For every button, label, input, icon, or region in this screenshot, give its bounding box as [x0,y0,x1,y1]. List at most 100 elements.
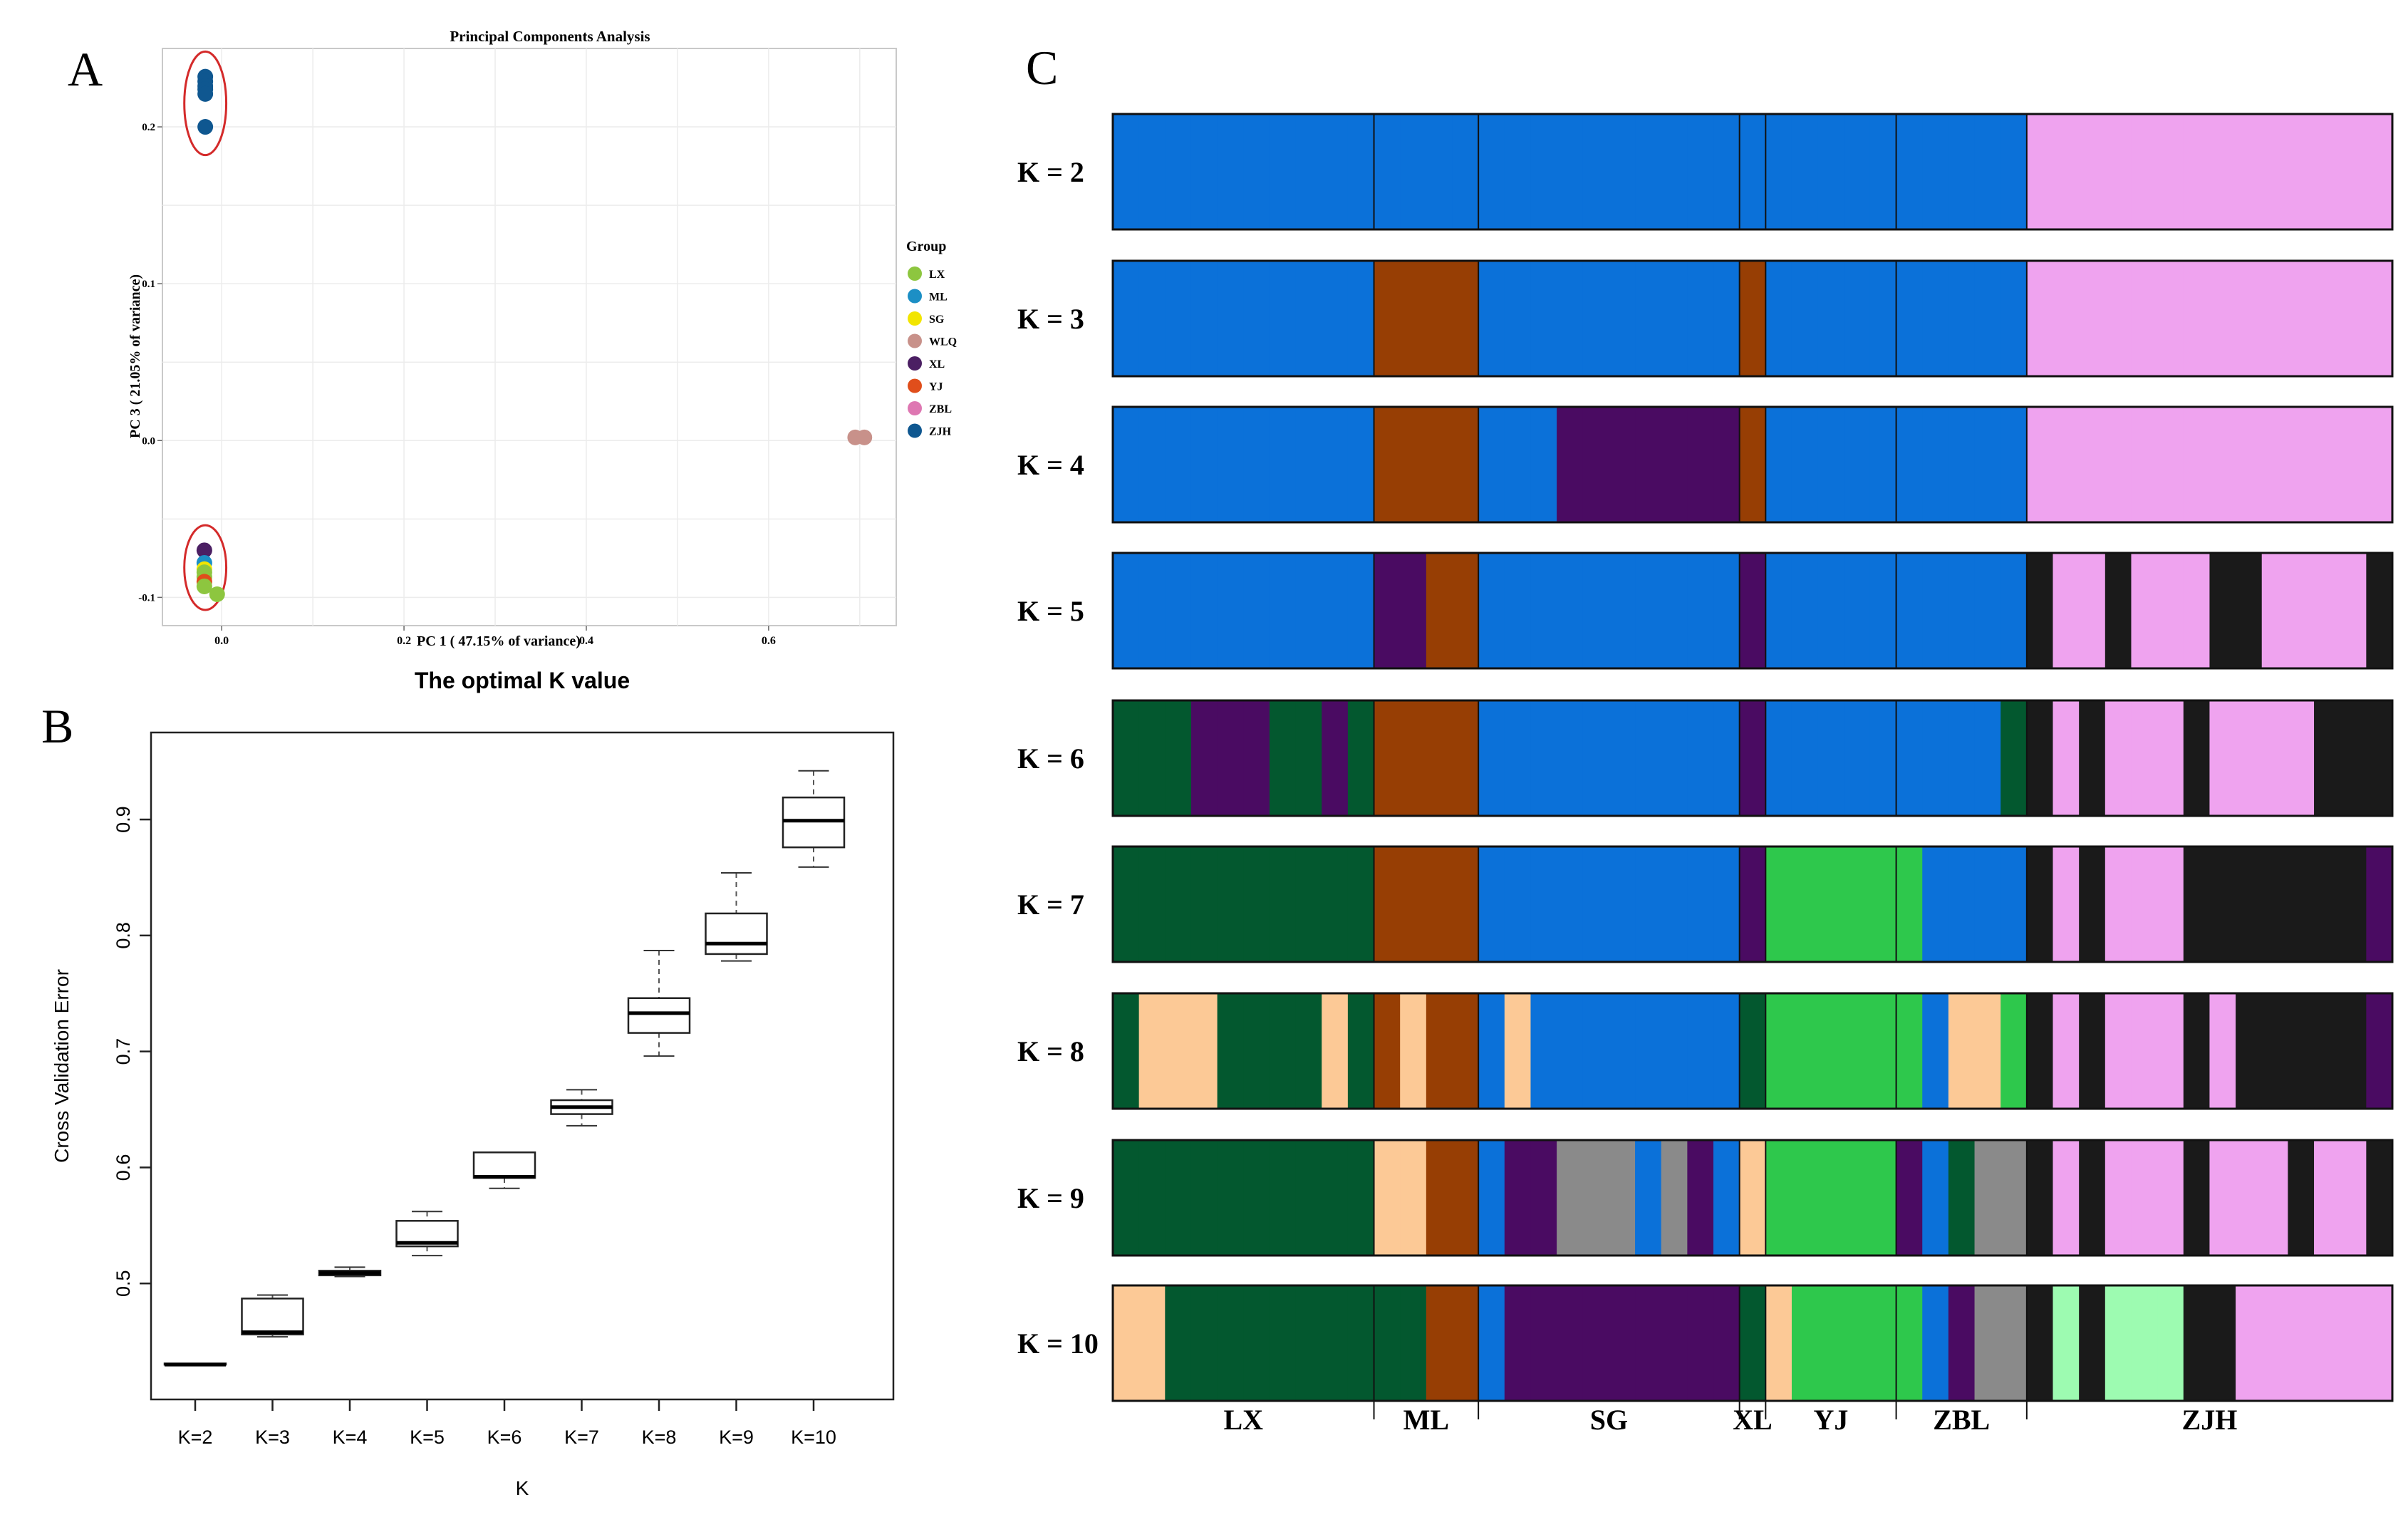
cv-box [627,997,691,1034]
structure-individual-bar [1948,407,1976,522]
structure-individual-bar [1817,553,1845,668]
structure-individual-bar [2000,407,2028,522]
structure-individual-bar [1400,114,1427,229]
structure-individual-bar [2340,114,2367,229]
structure-individual-bar [1295,407,1323,522]
cv-x-tick-label: K=5 [410,1427,445,1448]
structure-individual-bar [1635,700,1662,816]
structure-individual-bar [1400,553,1427,668]
structure-individual-bar [1922,407,1949,522]
structure-individual-bar [1113,553,1140,668]
structure-individual-bar [1635,114,1662,229]
structure-individual-bar [2131,114,2158,229]
structure-individual-bar [1530,114,1557,229]
structure-individual-bar [1609,847,1636,962]
structure-row-frame [1111,405,2394,524]
structure-individual-bar [1138,407,1166,522]
structure-row: K = 10 [1017,1284,2394,1402]
structure-individual-bar [1635,1140,1662,1256]
structure-individual-bar [1661,1285,1688,1401]
pca-legend: LX ML SG WLQ XL YJ ZBL ZJH [908,266,957,438]
structure-individual-bar [2209,700,2236,816]
structure-row-frame [1111,1139,2394,1257]
structure-individual-bar [1452,553,1479,668]
structure-individual-bar [2236,993,2263,1109]
structure-individual-bar [1190,847,1218,962]
structure-population-label-lx: LX [1223,1404,1263,1436]
pca-legend-label-yj: YJ [929,381,943,393]
structure-individual-bar [2366,1140,2393,1256]
structure-individual-bar [1347,700,1375,816]
structure-individual-bar [2000,261,2028,376]
structure-individual-bar [2026,1140,2054,1256]
structure-individual-bar [1844,700,1871,816]
structure-individual-bar [1687,1140,1714,1256]
structure-individual-bar [1426,993,1453,1109]
structure-individual-bar [2314,1285,2341,1401]
pca-point-lx [196,578,212,594]
structure-individual-bar [1269,1285,1297,1401]
structure-individual-bar [2026,847,2054,962]
structure-individual-bar [1269,847,1297,962]
structure-individual-bar [1844,114,1871,229]
structure-individual-bar [2209,1285,2236,1401]
structure-individual-bar [2314,114,2341,229]
structure-individual-bar [2052,114,2080,229]
structure-individual-bar [1791,407,1819,522]
cv-x-tick-label: K=4 [333,1427,368,1448]
structure-individual-bar [1478,1285,1505,1401]
structure-individual-bar [2026,553,2054,668]
panel-label-b: B [41,699,73,753]
structure-individual-bar [1974,993,2002,1109]
pca-legend-swatch-xl [908,356,922,371]
structure-individual-bar [1609,1140,1636,1256]
structure-individual-bar [1165,847,1192,962]
structure-individual-bar [2366,114,2393,229]
pca-legend-swatch-wlq [908,333,922,348]
structure-individual-bar [2026,1285,2054,1401]
structure-individual-bar [1687,407,1714,522]
structure-individual-bar [1974,114,2002,229]
structure-individual-bar [1582,407,1610,522]
structure-individual-bar [1478,261,1505,376]
structure-individual-bar [1452,114,1479,229]
structure-individual-bar [1974,407,2002,522]
structure-individual-bar [2079,553,2106,668]
structure-individual-bar [1844,993,1871,1109]
structure-individual-bar [1557,407,1584,522]
structure-individual-bar [2157,1140,2184,1256]
structure-individual-bar [1217,847,1245,962]
cv-x-tick-label: K=8 [642,1427,677,1448]
structure-individual-bar [1452,700,1479,816]
structure-population-label-ml: ML [1403,1404,1449,1436]
structure-individual-bar [1243,1140,1270,1256]
structure-individual-bar [1896,1140,1924,1256]
cv-y-tick-label: 0.9 [113,806,134,833]
structure-individual-bar [1661,261,1688,376]
structure-individual-bar [1138,114,1166,229]
structure-individual-bar [1295,261,1323,376]
structure-individual-bar [1739,114,1767,229]
structure-individual-bar [1791,553,1819,668]
structure-individual-bar [1243,553,1270,668]
structure-individual-bar [1113,1285,1140,1401]
structure-individual-bar [1217,700,1245,816]
structure-individual-bar [2183,1140,2211,1256]
structure-individual-bar [1165,553,1192,668]
structure-individual-bar [1347,114,1375,229]
structure-individual-bar [1478,1140,1505,1256]
pca-legend-swatch-yj [908,378,922,393]
structure-individual-bar [1269,261,1297,376]
pca-legend-swatch-lx [908,266,922,281]
pca-legend-swatch-zjh [908,423,922,438]
structure-individual-bar [1974,1285,2002,1401]
structure-individual-bar [2340,553,2367,668]
structure-individual-bar [2157,1285,2184,1401]
structure-individual-bar [2105,847,2132,962]
structure-individual-bar [1400,993,1427,1109]
structure-individual-bar [1452,407,1479,522]
structure-row: K = 7 [1017,845,2394,963]
structure-individual-bar [2131,261,2158,376]
structure-individual-bar [2314,407,2341,522]
structure-individual-bar [1504,114,1532,229]
